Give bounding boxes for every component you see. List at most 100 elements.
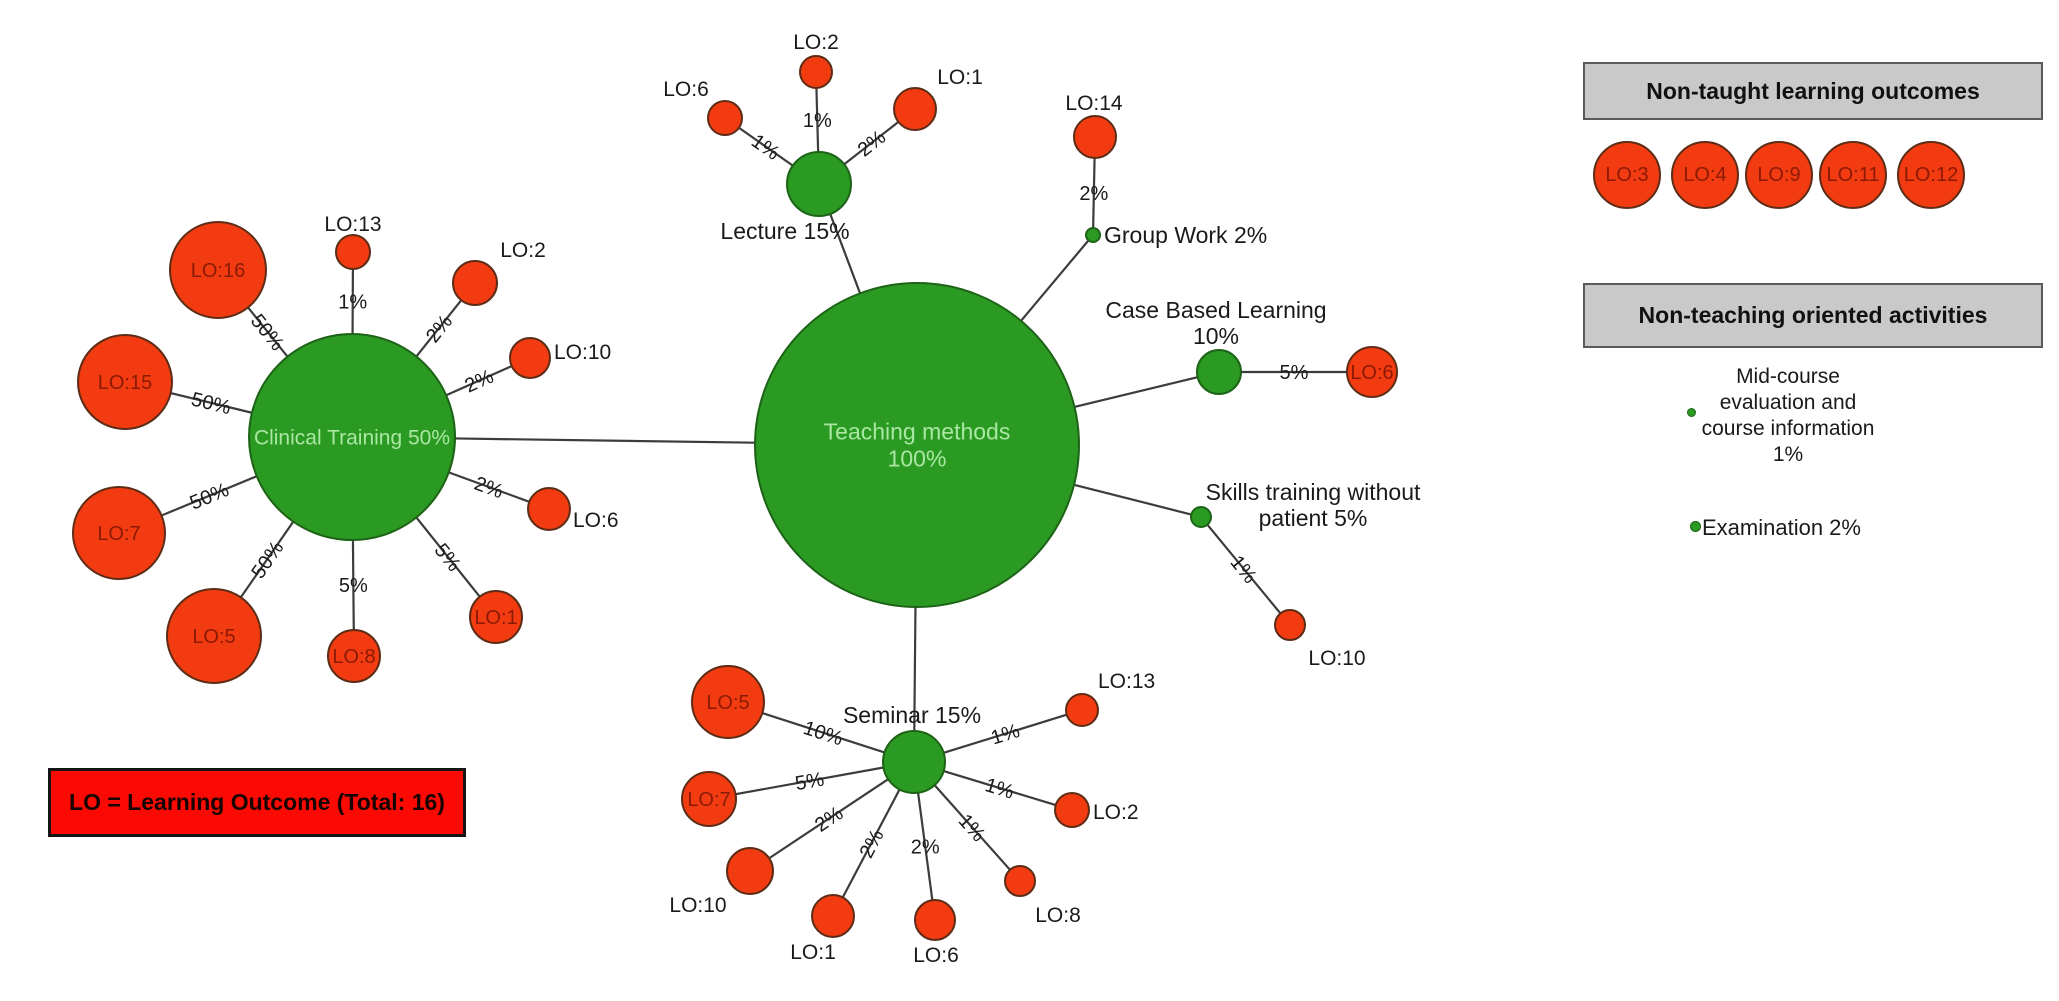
non-taught-lo-bubble: LO:4 (1671, 141, 1739, 209)
outcome-node-lec-lo1 (893, 87, 937, 131)
node-label-ct-lo13: LO:13 (324, 213, 381, 236)
node-label-lec-lo1: LO:1 (937, 66, 983, 89)
node-label-skills: Skills training without patient 5% (1206, 479, 1421, 531)
edge-label-clinical-ct-lo10: 2% (462, 366, 498, 398)
method-node-lecture (786, 151, 852, 217)
non-teaching-panel-header: Non-teaching oriented activities (1583, 283, 2043, 348)
node-label-lec-lo6: LO:6 (663, 78, 709, 101)
edge-label-lecture-lec-lo6: 1% (747, 130, 783, 165)
non-taught-lo-bubble: LO:3 (1593, 141, 1661, 209)
edge-seminar-sem-lo8 (933, 784, 1011, 871)
edge-label-seminar-sem-lo5: 10% (801, 717, 846, 750)
edge-label-seminar-sem-lo2: 1% (982, 774, 1016, 804)
node-label-gw-lo14: LO:14 (1065, 92, 1123, 115)
edge-seminar-sem-lo10 (768, 778, 889, 860)
node-label-ct-lo7: LO:7 (97, 523, 140, 545)
outcome-node-ct-lo1 (469, 590, 523, 644)
edge-teaching-seminar (913, 606, 917, 732)
lo-chip-label: LO:11 (1826, 163, 1880, 186)
edge-label-seminar-sem-lo13: 1% (988, 720, 1022, 750)
method-node-seminar (882, 730, 946, 794)
non-taught-lo-bubble: LO:9 (1745, 141, 1813, 209)
node-label-ct-lo10: LO:10 (554, 341, 611, 364)
edge-seminar-sem-lo7 (735, 766, 884, 796)
method-node-clinical (248, 333, 456, 541)
node-label-sem-lo5: LO:5 (706, 692, 749, 714)
edge-teaching-casebased (1074, 376, 1198, 409)
outcome-node-sem-lo2 (1054, 792, 1090, 828)
outcome-node-lec-lo2 (799, 55, 833, 89)
edge-label-casebased-cbl-lo6: 5% (1280, 362, 1309, 384)
edge-clinical-ct-lo5 (239, 521, 295, 599)
outcome-node-sem-lo13 (1065, 693, 1099, 727)
outcome-node-sem-lo5 (691, 665, 765, 739)
non-teaching-panel-title: Non-teaching oriented activities (1638, 302, 1988, 328)
edge-seminar-sem-lo1 (841, 788, 901, 898)
outcome-node-sem-lo6 (914, 899, 956, 941)
node-label-ct-lo1: LO:1 (474, 607, 517, 629)
edge-label-clinical-ct-lo8: 5% (339, 575, 368, 597)
node-label-ct-lo6: LO:6 (573, 509, 619, 532)
edge-seminar-sem-lo6 (916, 792, 934, 901)
edge-seminar-sem-lo5 (761, 712, 885, 754)
node-label-sem-lo1: LO:1 (790, 941, 836, 964)
node-label-casebased: Case Based Learning 10% (1105, 297, 1326, 349)
examination-note: Examination 2% (1702, 515, 1861, 540)
node-label-lecture: Lecture 15% (720, 218, 849, 244)
edge-clinical-ct-lo6 (448, 471, 530, 503)
edge-label-seminar-sem-lo6: 2% (911, 836, 940, 858)
note-line: 1% (1772, 443, 1804, 466)
node-label-sem-lo6: LO:6 (913, 944, 959, 967)
method-node-groupwork (1085, 227, 1101, 243)
node-label-sem-lo7: LO:7 (687, 789, 730, 811)
method-node-teaching (754, 282, 1080, 608)
edge-clinical-ct-lo2 (415, 299, 463, 358)
node-label-lec-lo2: LO:2 (793, 31, 839, 54)
edge-label-clinical-ct-lo6: 2% (471, 473, 506, 504)
node-label-ct-lo8: LO:8 (332, 646, 375, 668)
edge-clinical-ct-lo7 (161, 475, 258, 517)
outcome-node-ct-lo5 (166, 588, 262, 684)
node-label-ct-lo15: LO:15 (98, 372, 152, 394)
node-label-ct-lo5: LO:5 (192, 626, 235, 648)
node-label-clinical: Clinical Training 50% (254, 426, 450, 449)
node-label-groupwork: Group Work 2% (1104, 222, 1267, 248)
lo-chip-label: LO:9 (1757, 163, 1801, 186)
outcome-node-gw-lo14 (1073, 115, 1117, 159)
method-node-skills (1190, 506, 1212, 528)
edge-lecture-lec-lo1 (843, 121, 900, 166)
non-taught-lo-bubble: LO:12 (1897, 141, 1965, 209)
outcome-node-sem-lo8 (1004, 865, 1036, 897)
edge-label-seminar-sem-lo10: 2% (811, 802, 847, 836)
edge-teaching-groupwork (1020, 239, 1090, 322)
note-line: Mid-course (1736, 365, 1840, 388)
edge-lecture-lec-lo2 (815, 87, 820, 153)
node-label-ct-lo2: LO:2 (500, 239, 546, 262)
method-node-casebased (1196, 349, 1242, 395)
edge-teaching-skills (1073, 483, 1192, 516)
outcome-node-ct-lo8 (327, 629, 381, 683)
non-taught-lo-bubble: LO:11 (1819, 141, 1887, 209)
non-taught-panel-title: Non-taught learning outcomes (1646, 77, 1980, 104)
outcome-node-ct-lo15 (77, 334, 173, 430)
note-line: evaluation and (1719, 391, 1857, 414)
lo-chip-label: LO:4 (1683, 163, 1727, 186)
edge-clinical-ct-lo16 (247, 306, 289, 358)
outcome-node-sk-lo10 (1274, 609, 1306, 641)
edge-teaching-clinical (454, 437, 756, 444)
mid-course-note: Mid-course evaluation and course informa… (1655, 364, 1921, 468)
edge-label-groupwork-gw-lo14: 2% (1079, 183, 1108, 205)
edge-teaching-lecture (829, 213, 862, 294)
node-label-ct-lo16: LO:16 (191, 260, 245, 282)
outcome-node-cbl-lo6 (1346, 346, 1398, 398)
edge-lecture-lec-lo6 (738, 126, 794, 167)
lo-chip-label: LO:12 (1903, 163, 1959, 186)
outcome-node-sem-lo10 (726, 847, 774, 895)
outcome-node-ct-lo13 (335, 234, 371, 270)
outcome-node-ct-lo2 (452, 260, 498, 306)
edge-seminar-sem-lo2 (943, 769, 1057, 807)
outcome-node-ct-lo10 (509, 337, 551, 379)
edge-clinical-ct-lo1 (415, 516, 481, 598)
